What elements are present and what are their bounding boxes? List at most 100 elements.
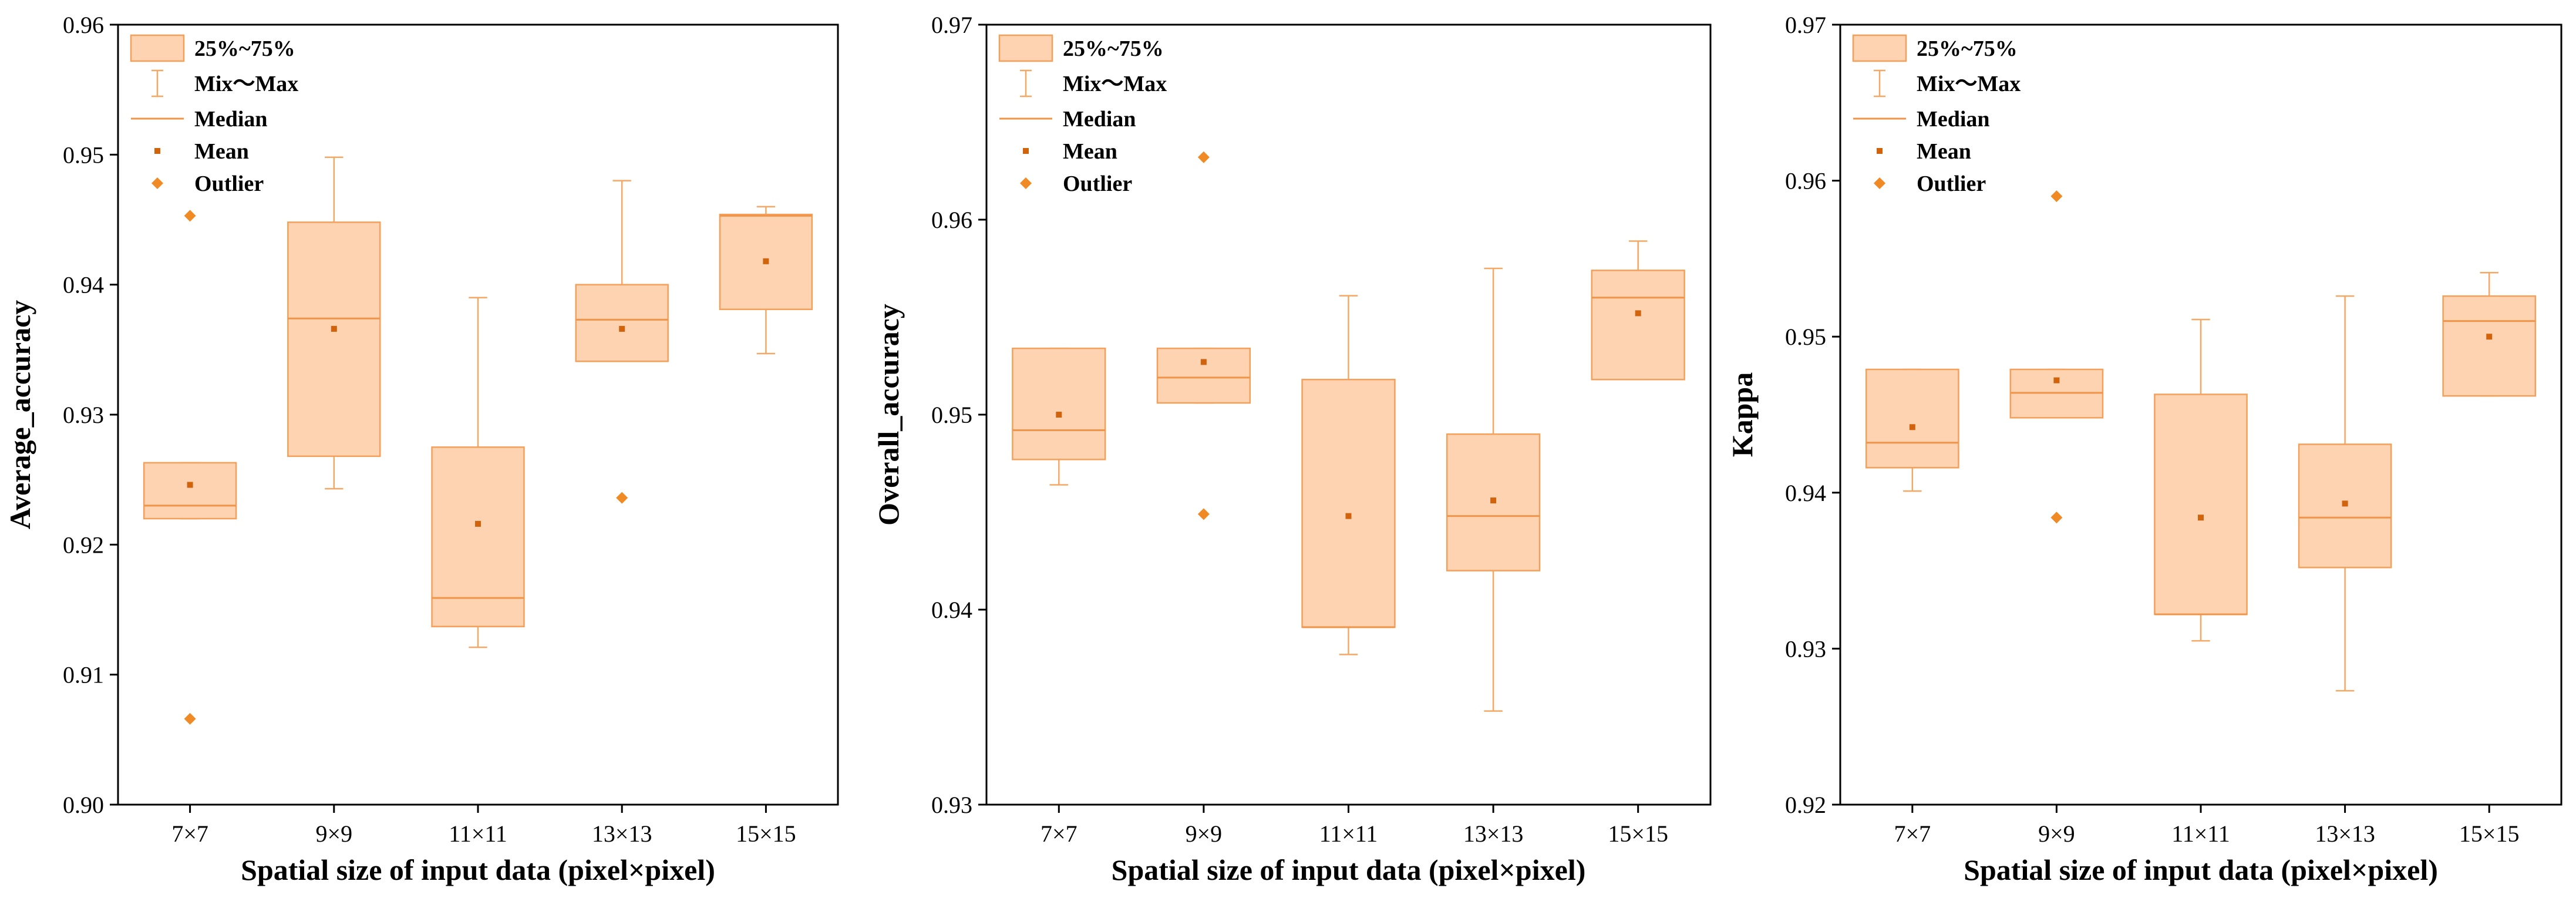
iqr-box xyxy=(575,284,669,362)
x-tick-label: 9×9 xyxy=(1186,820,1223,847)
box-group-7×7 xyxy=(1865,368,1959,492)
y-tick-label: 0.90 xyxy=(63,792,104,818)
legend: 25%~75% Mix～Max Median Mean Outlier xyxy=(1852,34,2021,196)
box-group-13×13 xyxy=(1446,267,1541,712)
legend-label-outlier: Outlier xyxy=(1063,171,1132,196)
box-group-9×9 xyxy=(2009,190,2104,524)
box-group-7×7 xyxy=(143,210,237,725)
mean-marker xyxy=(2342,500,2348,507)
x-tick-label: 13×13 xyxy=(2315,820,2375,847)
y-axis-title: Overall_accuracy xyxy=(872,304,905,526)
legend-label-mean: Mean xyxy=(1917,139,1971,164)
outlier-marker xyxy=(184,712,196,725)
y-tick-label: 0.97 xyxy=(931,12,972,38)
x-tick-label: 7×7 xyxy=(1040,820,1077,847)
x-tick-label: 15×15 xyxy=(2459,820,2520,847)
x-tick-label: 11×11 xyxy=(2171,820,2230,847)
legend-label-mean: Mean xyxy=(194,139,249,164)
x-tick-label: 11×11 xyxy=(1319,820,1378,847)
legend-label-median: Median xyxy=(1063,107,1136,132)
mean-marker xyxy=(2486,334,2493,340)
iqr-box xyxy=(1301,378,1396,628)
x-tick-label: 7×7 xyxy=(171,820,208,847)
legend-box-swatch xyxy=(1852,34,1907,62)
y-tick-label: 0.96 xyxy=(931,207,972,233)
legend-label-mean: Mean xyxy=(1063,139,1117,164)
y-tick-label: 0.96 xyxy=(63,12,104,38)
legend-label-whisker: Mix～Max xyxy=(194,72,298,96)
legend-mean-swatch xyxy=(154,148,160,154)
chart-panel-1: 0.90 0.91 0.92 0.93 0.94 0.95 0.96 7×7 9×9 11×11 1… xyxy=(4,12,839,886)
x-tick-label: 7×7 xyxy=(1894,820,1931,847)
iqr-box xyxy=(1865,368,1959,469)
x-tick-label: 9×9 xyxy=(316,820,353,847)
legend-label-median: Median xyxy=(194,107,268,132)
legend: 25%~75% Mix～Max Median Mean Outlier xyxy=(130,34,298,196)
box-group-13×13 xyxy=(2298,295,2392,692)
y-tick-label: 0.96 xyxy=(1785,168,1826,194)
iqr-box xyxy=(2154,394,2248,616)
legend-mean-swatch xyxy=(1877,148,1883,154)
mean-marker xyxy=(763,258,769,264)
box-group-15×15 xyxy=(2442,272,2537,397)
mean-marker xyxy=(187,482,193,488)
legend-label-outlier: Outlier xyxy=(194,171,264,196)
x-tick-label: 15×15 xyxy=(1608,820,1668,847)
mean-marker xyxy=(2053,377,2060,384)
x-axis-title: Spatial size of input data (pixel×pixel) xyxy=(241,853,715,886)
y-tick-label: 0.95 xyxy=(63,142,104,168)
y-tick-label: 0.95 xyxy=(931,402,972,428)
x-axis-title: Spatial size of input data (pixel×pixel) xyxy=(1112,853,1586,886)
y-tick-label: 0.97 xyxy=(1785,12,1826,38)
y-tick-label: 0.93 xyxy=(1785,635,1826,662)
iqr-box xyxy=(431,446,525,628)
y-axis-title: Kappa xyxy=(1726,372,1759,458)
iqr-box xyxy=(287,221,381,458)
mean-marker xyxy=(2198,514,2204,521)
legend-mean-swatch xyxy=(1023,148,1029,154)
mean-marker xyxy=(1200,359,1207,365)
mean-marker xyxy=(1345,513,1352,519)
iqr-box xyxy=(2442,295,2537,397)
outlier-marker xyxy=(2050,512,2063,524)
box-group-7×7 xyxy=(1012,347,1106,486)
y-axis-title: Average_accuracy xyxy=(4,300,36,530)
outlier-marker xyxy=(1197,508,1210,520)
iqr-box xyxy=(143,462,237,520)
mean-marker xyxy=(1490,497,1497,504)
legend-box-swatch xyxy=(130,34,185,62)
mean-marker xyxy=(1909,424,1915,431)
legend-label-median: Median xyxy=(1917,107,1990,132)
mean-marker xyxy=(331,325,337,332)
y-tick-label: 0.94 xyxy=(931,597,972,623)
y-tick-label: 0.92 xyxy=(63,532,104,558)
legend-outlier-swatch xyxy=(1020,177,1032,189)
y-tick-label: 0.94 xyxy=(63,272,104,298)
x-axis-title: Spatial size of input data (pixel×pixel) xyxy=(1964,853,2438,886)
y-tick-label: 0.93 xyxy=(63,402,104,428)
legend-outlier-swatch xyxy=(1874,177,1885,189)
legend: 25%~75% Mix～Max Median Mean Outlier xyxy=(998,34,1167,196)
outlier-marker xyxy=(1197,151,1210,163)
box-group-13×13 xyxy=(575,180,669,504)
legend-label-outlier: Outlier xyxy=(1917,171,1986,196)
iqr-box xyxy=(1156,347,1251,404)
box-group-11×11 xyxy=(431,297,525,648)
chart-panel-3: 0.92 0.93 0.94 0.95 0.96 0.97 7×7 9×9 11×11 13×13… xyxy=(1726,12,2562,886)
outlier-marker xyxy=(2050,190,2063,203)
box-group-9×9 xyxy=(287,156,381,490)
legend-outlier-swatch xyxy=(151,177,163,189)
mean-marker xyxy=(619,325,625,332)
outlier-marker xyxy=(616,492,628,504)
box-group-11×11 xyxy=(1301,295,1396,655)
y-tick-label: 0.93 xyxy=(931,792,972,818)
box-group-15×15 xyxy=(1591,240,1685,381)
x-tick-label: 9×9 xyxy=(2038,820,2075,847)
box-group-11×11 xyxy=(2154,318,2248,642)
x-tick-label: 13×13 xyxy=(1463,820,1524,847)
legend-label-whisker: Mix～Max xyxy=(1063,72,1167,96)
x-tick-label: 15×15 xyxy=(736,820,796,847)
x-tick-label: 11×11 xyxy=(449,820,507,847)
y-tick-label: 0.92 xyxy=(1785,792,1826,818)
legend-label-whisker: Mix～Max xyxy=(1917,72,2021,96)
